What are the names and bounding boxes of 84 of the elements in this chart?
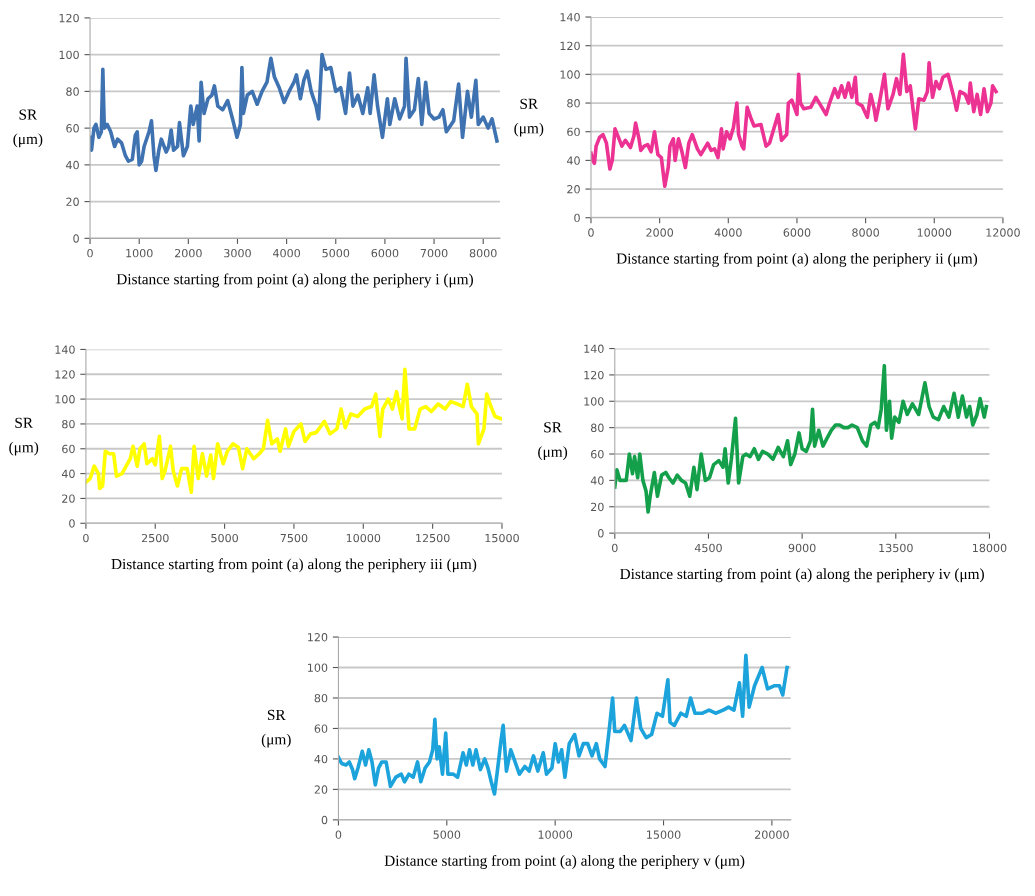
x-tick-label: 2000 [175, 248, 202, 258]
y-tick-label: 60 [314, 724, 328, 733]
y-tick-label: 100 [308, 663, 328, 672]
x-axis-title: Distance starting from point (a) along the periphery ii (μm) [616, 252, 978, 267]
y-axis-title: SR (μm) [261, 709, 291, 748]
y-axis-title: SR (μm) [514, 98, 544, 137]
x-tick-label: 4000 [714, 228, 742, 237]
x-axis-title: Distance starting from point (a) along the periphery v (μm) [384, 854, 745, 869]
y-tick-label: 100 [59, 50, 79, 60]
x-tick-label: 5000 [322, 248, 350, 258]
y-tick-label: 40 [61, 469, 75, 478]
x-tick-label: 0 [87, 248, 93, 258]
x-tick-label: 4000 [273, 248, 301, 258]
x-tick-label: 0 [83, 533, 89, 543]
y-tick-label: 40 [66, 160, 79, 170]
x-tick-label: 2500 [141, 533, 169, 543]
x-axis-title: Distance starting from point (a) along the periphery iv (μm) [620, 568, 984, 583]
x-tick-label: 18000 [973, 543, 1007, 553]
line-series [614, 363, 989, 514]
x-tick-label: 4500 [694, 543, 722, 553]
y-tick-label: 20 [591, 502, 604, 512]
y-tick-label: 20 [66, 197, 79, 206]
x-tick-label: 0 [335, 830, 342, 839]
x-tick-label: 7000 [420, 248, 448, 258]
x-tick-label: 12000 [986, 228, 1020, 237]
y-tick-label: 60 [591, 449, 604, 459]
y-tick-label: 0 [321, 815, 328, 825]
x-tick-label: 9000 [788, 543, 816, 553]
x-tick-label: 2000 [646, 228, 674, 237]
x-tick-label: 5000 [211, 533, 238, 543]
y-tick-label: 80 [314, 693, 328, 703]
y-tick-label: 140 [560, 13, 580, 22]
y-tick-label: 140 [55, 345, 75, 354]
x-tick-label: 8000 [852, 228, 880, 237]
y-tick-label: 20 [567, 185, 580, 194]
y-tick-label: 120 [308, 633, 328, 642]
line-series [85, 367, 502, 495]
y-tick-label: 60 [62, 444, 75, 454]
x-tick-label: 13500 [879, 543, 913, 553]
y-tick-label: 140 [584, 344, 604, 353]
y-tick-label: 80 [590, 423, 604, 433]
x-tick-label: 0 [611, 543, 618, 553]
x-tick-label: 15000 [485, 533, 519, 543]
y-tick-label: 20 [314, 785, 328, 794]
x-tick-label: 8000 [469, 248, 497, 258]
y-tick-label: 80 [66, 87, 79, 96]
y-tick-label: 0 [574, 213, 580, 223]
y-tick-label: 80 [62, 419, 75, 429]
y-axis-title: SR (μm) [13, 109, 43, 148]
y-tick-label: 0 [69, 519, 75, 528]
y-tick-label: 0 [73, 234, 79, 243]
y-axis-title: SR (μm) [9, 417, 39, 456]
y-tick-label: 60 [66, 124, 79, 133]
y-tick-label: 120 [55, 370, 75, 379]
y-tick-label: 100 [560, 70, 580, 79]
line-series [90, 52, 499, 173]
y-tick-label: 20 [62, 494, 75, 503]
x-tick-label: 1000 [126, 248, 153, 258]
y-tick-label: 40 [590, 476, 604, 485]
y-tick-label: 120 [584, 370, 604, 380]
y-tick-label: 40 [566, 156, 580, 165]
x-tick-label: 15000 [647, 830, 681, 839]
x-tick-label: 10000 [538, 830, 573, 839]
y-tick-label: 40 [314, 754, 328, 764]
y-tick-label: 60 [567, 127, 580, 137]
x-tick-label: 20000 [755, 830, 789, 839]
y-axis-title: SR (μm) [538, 422, 568, 460]
y-tick-label: 120 [59, 13, 79, 23]
x-tick-label: 5000 [433, 830, 461, 839]
y-tick-label: 100 [584, 397, 604, 406]
x-tick-label: 3000 [224, 248, 251, 258]
x-tick-label: 7500 [280, 533, 308, 543]
line-series [590, 52, 998, 188]
x-tick-label: 12500 [416, 533, 450, 543]
x-tick-label: 10000 [917, 228, 952, 237]
x-tick-label: 6000 [371, 248, 399, 258]
y-tick-label: 80 [567, 99, 580, 108]
x-tick-label: 6000 [783, 228, 811, 237]
x-tick-label: 10000 [346, 533, 381, 543]
line-series [338, 653, 789, 796]
x-axis-title: Distance starting from point (a) along the periphery iii (μm) [111, 558, 477, 573]
y-tick-label: 100 [55, 395, 75, 404]
x-axis-title: Distance starting from point (a) along the periphery i (μm) [116, 273, 473, 288]
y-tick-label: 120 [560, 41, 580, 51]
